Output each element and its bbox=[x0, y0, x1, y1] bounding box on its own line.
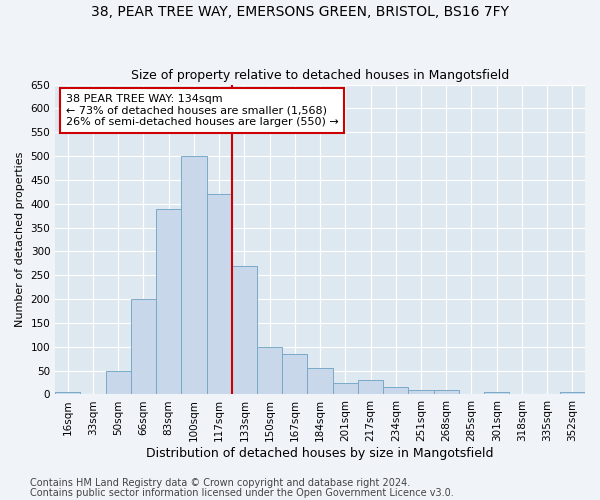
Bar bbox=[409, 390, 434, 394]
Bar bbox=[484, 392, 509, 394]
Bar bbox=[434, 390, 459, 394]
Bar bbox=[232, 266, 257, 394]
Bar bbox=[332, 382, 358, 394]
Bar bbox=[55, 392, 80, 394]
Bar bbox=[156, 208, 181, 394]
Text: 38, PEAR TREE WAY, EMERSONS GREEN, BRISTOL, BS16 7FY: 38, PEAR TREE WAY, EMERSONS GREEN, BRIST… bbox=[91, 5, 509, 19]
Text: 38 PEAR TREE WAY: 134sqm
← 73% of detached houses are smaller (1,568)
26% of sem: 38 PEAR TREE WAY: 134sqm ← 73% of detach… bbox=[66, 94, 338, 127]
Bar bbox=[181, 156, 206, 394]
Bar bbox=[131, 299, 156, 394]
Title: Size of property relative to detached houses in Mangotsfield: Size of property relative to detached ho… bbox=[131, 69, 509, 82]
Bar bbox=[257, 347, 282, 395]
Bar bbox=[383, 388, 409, 394]
Text: Contains HM Land Registry data © Crown copyright and database right 2024.: Contains HM Land Registry data © Crown c… bbox=[30, 478, 410, 488]
Bar bbox=[106, 370, 131, 394]
Bar bbox=[206, 194, 232, 394]
Bar bbox=[358, 380, 383, 394]
Text: Contains public sector information licensed under the Open Government Licence v3: Contains public sector information licen… bbox=[30, 488, 454, 498]
Bar bbox=[560, 392, 585, 394]
Y-axis label: Number of detached properties: Number of detached properties bbox=[15, 152, 25, 327]
X-axis label: Distribution of detached houses by size in Mangotsfield: Distribution of detached houses by size … bbox=[146, 447, 494, 460]
Bar bbox=[282, 354, 307, 395]
Bar bbox=[307, 368, 332, 394]
